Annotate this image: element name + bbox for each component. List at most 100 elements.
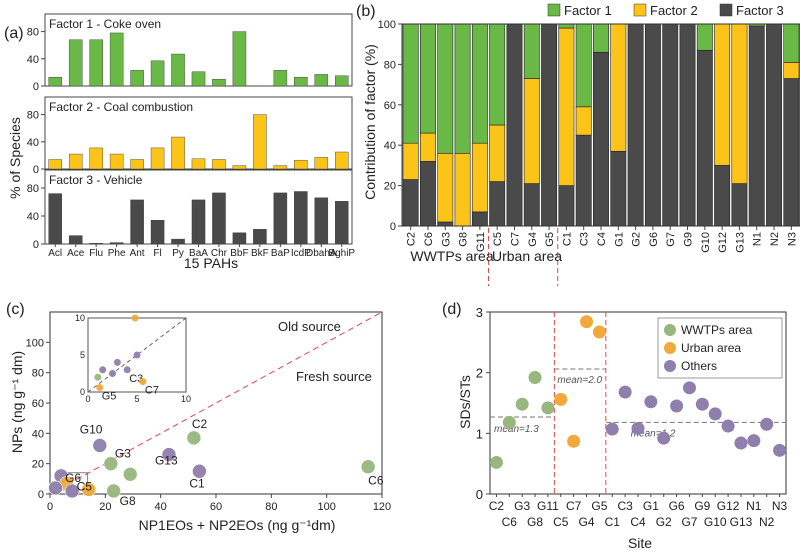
ytick-label: 0 [38,489,44,501]
point-c2 [489,455,503,469]
xtick-label: G6 [648,232,660,247]
bar-chr [212,159,226,170]
bar-segment-c1-factor-3 [558,185,575,227]
bar-segment-g3-factor-3 [437,221,454,227]
point-g11 [541,401,555,415]
panel-a-xlabel: 15 PAHs [184,255,238,271]
bar-segment-g7-factor-3 [662,23,679,227]
panel-b: (b) Contribution of factor (%) C2 C6 G3 G8 G… [356,3,800,286]
xtick-label: N3 [772,499,788,513]
xtick-label: G2 [656,515,672,529]
bar-segment-g4-factor-2 [523,78,540,184]
xtick-label: Ant [130,248,145,259]
xtick-label: 60 [210,501,222,513]
point-g12 [721,419,735,433]
point-g4 [580,315,594,329]
bar-ace [68,235,83,245]
panel-a: (a) % of Species 15 PAHs 0 40 80 Factor 1 -… [4,13,355,271]
bar-segment-g8-factor-1 [454,23,471,154]
bar-bap [273,70,288,87]
xtick-label: G13 [734,232,746,253]
ytick-label: 80 [27,183,39,195]
point-label-g13: G13 [155,454,178,468]
bar-segment-g11-factor-3 [471,211,488,227]
panel-b-ylabel: Contribution of factor (%) [362,44,378,200]
xtick-label: G8 [458,232,470,247]
xtick-label: 80 [265,501,277,513]
bar-baa [191,71,206,87]
ytick-label: 80 [32,368,44,380]
subplot-title: Factor 3 - Vehicle [49,173,143,187]
point-label-g10: G10 [80,422,103,436]
panel-c-label: (c) [6,301,25,318]
xtick-label: Py [172,248,184,259]
point-n2 [760,417,774,431]
bar-segment-n3-factor-3 [783,78,800,227]
xtick-label: G7 [665,232,677,247]
xtick-label: C7 [509,232,521,246]
legend-label: Factor 1 [564,3,612,18]
bar-segment-c2-factor-3 [402,179,419,227]
ytick-label: 0 [33,164,39,176]
xtick-label: G3 [440,232,452,247]
xtick-label: G9 [694,499,710,513]
xtick-label: 100 [317,501,335,513]
bar-bghip [335,75,349,87]
xtick-label: C4 [630,515,646,529]
xtick-label: G9 [683,232,695,247]
point-g8 [528,371,542,385]
point-g6 [670,399,684,413]
ytick-label: 60 [384,100,396,112]
bar-segment-g12-factor-2 [714,23,731,166]
point-label-c6: C6 [368,474,384,488]
point-c4 [631,421,645,435]
legend-marker [664,342,676,354]
xtick-label: N1 [752,232,764,246]
ytick-label: 0 [33,81,39,93]
bar-segment-n3-factor-2 [783,62,800,79]
xtick-label: Acl [48,248,62,259]
bar-segment-g2-factor-3 [627,23,644,227]
panel-d-label: (d) [442,301,462,318]
inset-ytick-label: 10 [75,313,85,323]
inset-point-unlabeled [113,358,121,366]
bar-segment-g5-factor-3 [541,23,558,227]
xtick-label: 20 [99,501,111,513]
bar-chr [212,78,226,87]
point-g13 [734,436,748,450]
bar-segment-c3-factor-3 [575,134,592,227]
point-c2 [186,430,202,446]
point-label-c2: C2 [192,417,208,431]
ytick-label: 100 [378,19,396,31]
xtick-label: 120 [373,501,391,513]
xtick-label: G13 [730,515,753,529]
bar-segment-g3-factor-2 [437,152,454,223]
bar-bghip [335,201,349,245]
bar-phe [109,32,124,87]
point-label-g8: G8 [120,494,136,508]
point-c6 [360,459,376,475]
point-c5 [554,392,568,406]
bar-bghip [335,151,349,170]
ytick-label: 20 [384,181,396,193]
subplot-title: Factor 1 - Coke oven [49,17,161,31]
ytick-label: 40 [32,428,44,440]
bar-chr [212,192,226,245]
point-n1 [747,434,761,448]
bar-dbaha [314,74,329,87]
point-unlabeled [81,482,97,497]
inset-point-label-g5: G5 [102,391,117,403]
ytick-label: 3 [476,305,483,320]
panel-d-xlabel: Site [628,535,652,551]
bar-segment-g8-factor-2 [454,152,471,227]
legend-marker [664,324,676,336]
xtick-label: G10 [700,232,712,253]
ytick-label: 80 [27,110,39,122]
point-g10 [708,407,722,421]
panel-d-ylabel: SDs/STs [457,375,473,429]
bar-ant [130,70,144,87]
bar-segment-c3-factor-2 [575,106,592,136]
bar-flu [89,243,103,245]
bar-segment-c6-factor-3 [420,161,436,227]
panel-c-xlabel: NP1EOs + NP2EOs (ng g⁻¹dm) [139,517,336,533]
